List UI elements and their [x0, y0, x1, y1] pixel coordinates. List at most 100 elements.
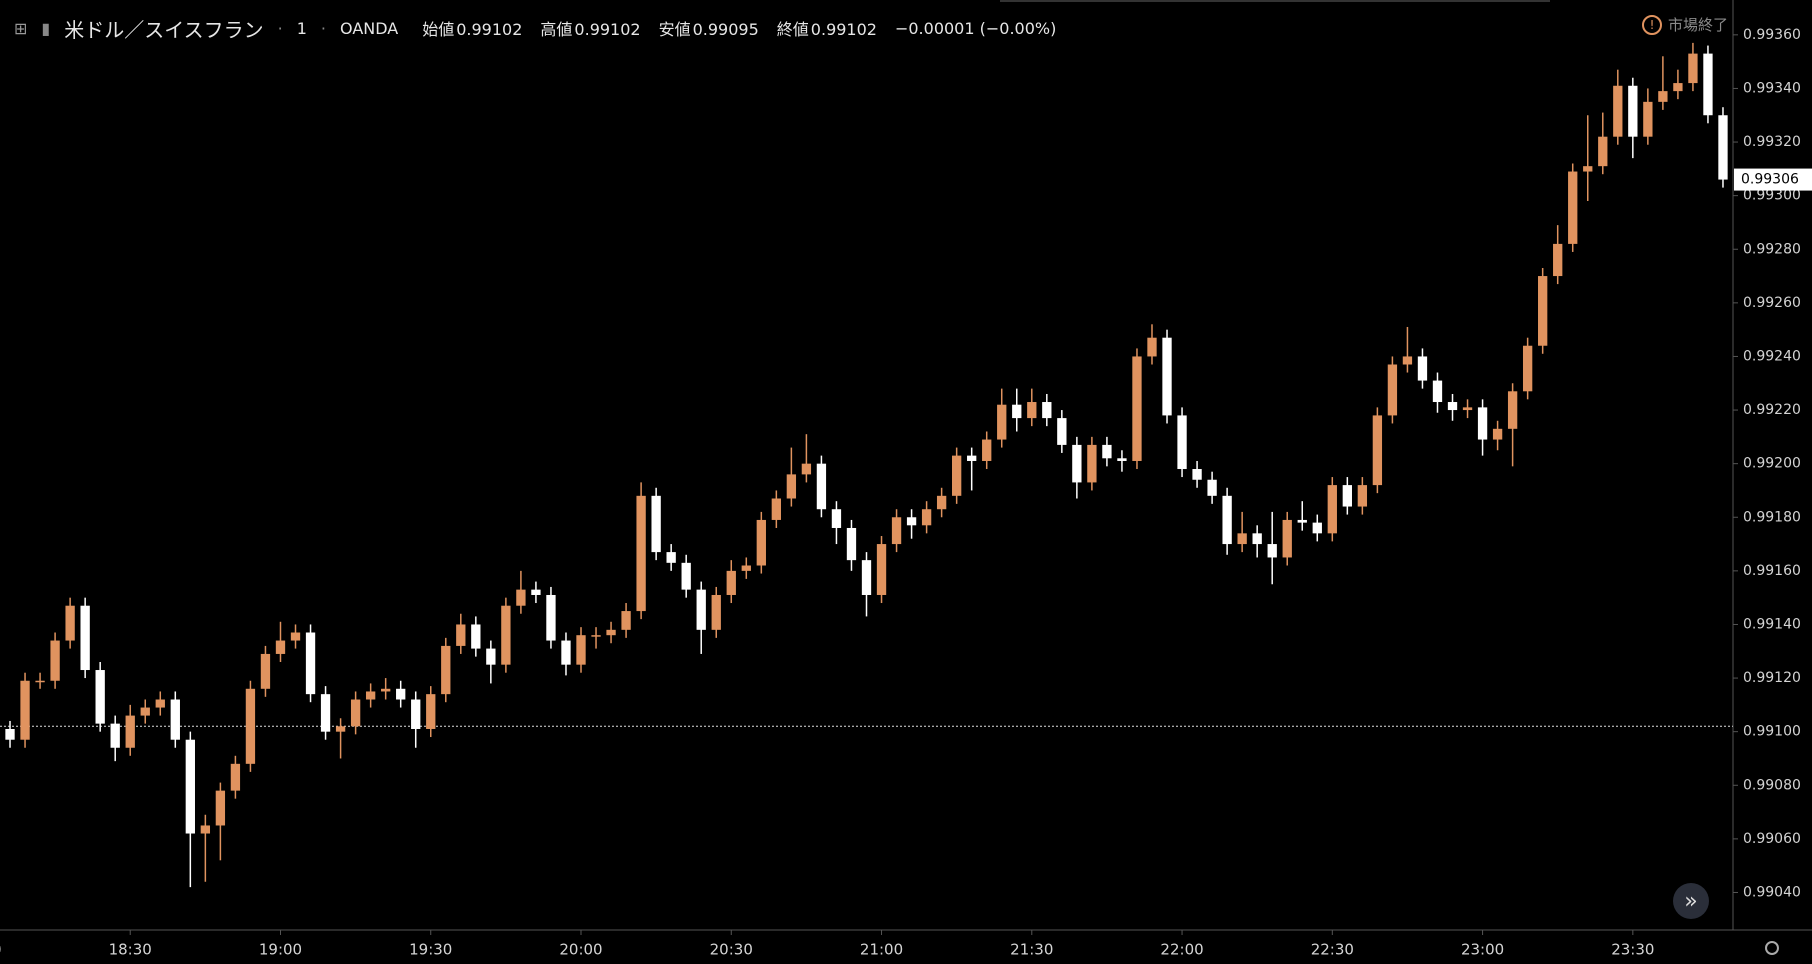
candle-body [1507, 391, 1518, 429]
legend-item: 始値 0.99102 [422, 16, 524, 40]
add-icon[interactable]: ⊞ [14, 18, 28, 38]
candle-body [1372, 415, 1383, 486]
candle-body [185, 739, 195, 834]
scroll-button[interactable]: » [1673, 883, 1709, 919]
legend-value: 0.99102 [456, 20, 523, 39]
x-tick-label: 18:00 [0, 941, 2, 959]
legend-item: 安値 0.99095 [659, 16, 761, 40]
x-tick-label: 22:30 [1311, 941, 1354, 959]
change: −0.00001 (−0.00%) [894, 18, 1057, 38]
y-tick-label: 0.99320 [1743, 134, 1801, 150]
candle-body [456, 624, 466, 646]
candle-body [1072, 444, 1082, 483]
header: ⊞ ▮ 米ドル／スイスフラン · 1 · OANDA 始値 0.99102 高値 0.… [14, 14, 1056, 42]
candle-body [155, 699, 165, 708]
alert-icon[interactable]: ! [1641, 14, 1662, 35]
legend-label: 終値 [776, 20, 809, 39]
candle-body [516, 589, 526, 606]
candle-body [891, 517, 902, 545]
candle-body [1012, 404, 1022, 419]
candle-body [561, 640, 571, 665]
candle-body [140, 707, 150, 716]
candle-body [696, 589, 706, 630]
candle-body [5, 728, 15, 740]
candle-body [771, 498, 782, 520]
candle-body [1568, 171, 1578, 244]
candle-body [1177, 415, 1187, 470]
x-tick-label: 20:30 [710, 941, 753, 959]
candle-body [546, 594, 556, 641]
y-tick-label: 0.99220 [1743, 402, 1801, 418]
candle-body [441, 645, 451, 695]
candle-body [1207, 479, 1217, 496]
x-tick-label: 23:30 [1611, 941, 1654, 959]
exchange[interactable]: OANDA [340, 18, 399, 38]
y-tick-label: 0.99200 [1743, 456, 1801, 472]
legend-value: 0.99102 [574, 20, 641, 39]
x-tick-label: 18:30 [109, 941, 152, 959]
candle-body [1162, 337, 1172, 416]
candle-body [1462, 407, 1473, 411]
y-tick-label: 0.99140 [1743, 616, 1801, 632]
y-tick-label: 0.99240 [1743, 348, 1801, 364]
separator: · [320, 18, 326, 38]
candle-body [1477, 407, 1488, 440]
candle-body [846, 527, 857, 561]
y-tick-label: 0.99180 [1743, 509, 1801, 525]
symbol[interactable]: 米ドル／スイスフラン [64, 17, 264, 42]
candle-body [245, 688, 256, 764]
candle-body [335, 726, 346, 732]
y-tick-label: 0.99260 [1743, 295, 1801, 311]
price-axis-bg [1733, 0, 1812, 964]
candle-body [486, 648, 496, 665]
candle-body [936, 495, 947, 510]
candle-body [230, 763, 241, 791]
legend-item: 高値 0.99102 [540, 16, 642, 40]
candle-body [666, 552, 676, 563]
y-tick-label: 0.99060 [1743, 831, 1801, 847]
legend-label: 安値 [658, 20, 691, 39]
candle-body [1057, 418, 1067, 445]
candle-body [921, 509, 932, 526]
candle-body [1598, 136, 1608, 167]
candle-body [576, 635, 586, 665]
candle-body [726, 570, 736, 595]
candle-body [65, 605, 75, 641]
y-tick-label: 0.99340 [1743, 80, 1801, 96]
x-tick-label: 21:30 [1010, 941, 1053, 959]
settings-icon[interactable] [1765, 941, 1779, 955]
candle-body [997, 404, 1007, 440]
flag-icon: ▮ [41, 18, 51, 38]
candle-body [1222, 495, 1232, 545]
y-tick-label: 0.99360 [1743, 27, 1801, 43]
candle-body [1432, 380, 1443, 403]
candle-body [215, 790, 226, 826]
candle-body [1147, 337, 1157, 357]
candle-body [982, 439, 992, 461]
candle-body [1688, 53, 1698, 84]
candle-body [1643, 101, 1653, 137]
candle-body [1553, 243, 1563, 277]
candle-body [1628, 85, 1638, 137]
y-tick-label: 0.99160 [1743, 563, 1801, 579]
candle-body [756, 519, 766, 566]
x-tick-label: 21:00 [860, 941, 903, 959]
candle-body [396, 688, 406, 700]
y-tick-label: 0.99120 [1743, 670, 1801, 686]
status-text: 市場終了 [1667, 16, 1728, 34]
candle-body [170, 699, 180, 740]
candle-body [1027, 402, 1037, 419]
interval[interactable]: 1 [296, 18, 307, 38]
x-tick-label: 23:00 [1461, 941, 1504, 959]
x-tick-label: 19:00 [259, 941, 302, 959]
x-tick-label: 19:30 [409, 941, 452, 959]
candle-body [1312, 522, 1322, 534]
candle-body [1117, 458, 1127, 461]
y-tick-label: 0.99040 [1743, 884, 1801, 900]
candle-body [200, 825, 211, 834]
candle-body [1327, 485, 1337, 534]
candle-body [951, 455, 962, 496]
candle-body [1237, 533, 1247, 545]
candle-body [320, 694, 331, 732]
